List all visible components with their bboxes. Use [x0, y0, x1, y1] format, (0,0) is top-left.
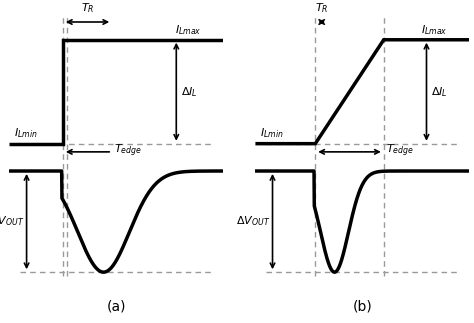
Text: $T_R$: $T_R$	[315, 1, 328, 15]
Text: $\Delta V_{OUT}$: $\Delta V_{OUT}$	[0, 215, 25, 228]
Text: (b): (b)	[353, 299, 372, 314]
Text: $I_{Lmax}$: $I_{Lmax}$	[421, 23, 448, 37]
Text: $I_{Lmax}$: $I_{Lmax}$	[175, 23, 202, 37]
Text: (a): (a)	[107, 299, 126, 314]
Text: $\Delta I_L$: $\Delta I_L$	[181, 85, 197, 99]
Text: $T_{edge}$: $T_{edge}$	[114, 142, 142, 159]
Text: $\Delta I_L$: $\Delta I_L$	[431, 85, 447, 99]
Text: $I_{Lmin}$: $I_{Lmin}$	[260, 126, 283, 140]
Text: $\Delta V_{OUT}$: $\Delta V_{OUT}$	[236, 215, 270, 228]
Text: $I_{Lmin}$: $I_{Lmin}$	[14, 126, 37, 140]
Text: $T_R$: $T_R$	[81, 1, 94, 15]
Text: $T_{edge}$: $T_{edge}$	[386, 142, 414, 159]
